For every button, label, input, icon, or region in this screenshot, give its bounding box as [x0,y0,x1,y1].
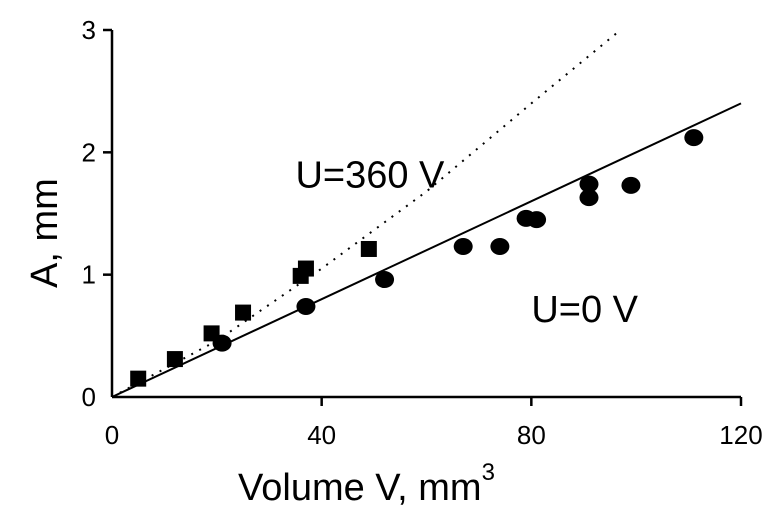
square-marker [235,304,252,321]
circle-marker [453,238,473,256]
y-tick-label: 3 [82,15,96,45]
plot-lines [111,29,742,398]
square-marker [297,260,314,277]
x-axis-label-text: Volume V, mm [238,467,482,509]
dotted-fit-line [111,29,622,398]
y-tick-label: 1 [82,260,96,290]
circle-marker [579,189,599,207]
axes [110,30,741,399]
square-marker [360,240,377,257]
circle-marker [375,271,395,289]
circle-marker [527,211,547,229]
x-axis-label-superscript: 3 [482,459,495,486]
circle-marker [490,238,510,256]
x-tick-label: 40 [307,420,336,450]
annotations: U=360 V U=0 V [295,154,638,331]
solid-fit-line [111,102,742,398]
square-marker [130,370,147,387]
circle-marker [621,176,641,194]
circle-marker [212,334,232,352]
x-tick-label: 0 [105,420,119,450]
x-tick-label: 120 [719,420,762,450]
data-markers [130,129,704,387]
circle-marker [684,129,704,147]
x-tick-label: 80 [517,420,546,450]
square-marker [166,351,183,368]
y-tick-label: 0 [82,382,96,412]
ticks: 0 40 80 120 0 1 2 3 [82,15,763,450]
circle-marker [579,175,599,193]
series-annotation: U=0 V [531,289,638,331]
series-annotation: U=360 V [295,154,445,196]
circle-marker [296,297,316,315]
x-axis-label: Volume V, mm3 [238,459,495,509]
y-axis-label: A, mm [24,178,66,288]
y-tick-label: 2 [82,137,96,167]
